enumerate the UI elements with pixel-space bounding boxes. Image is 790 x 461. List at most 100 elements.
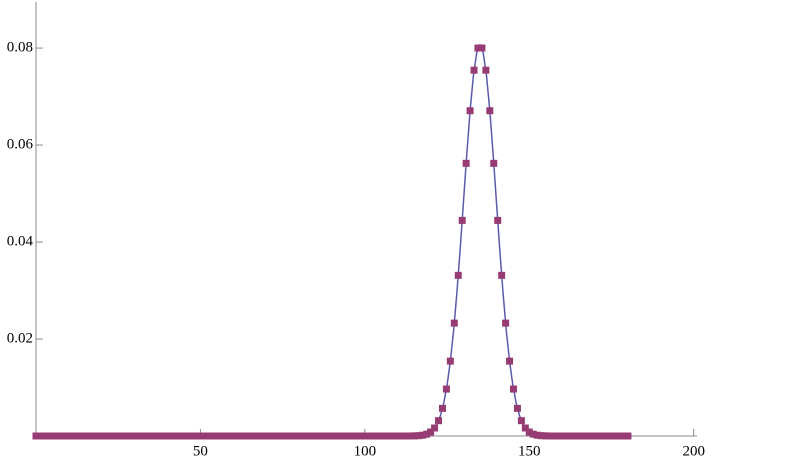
- point: [166, 432, 174, 440]
- point: [356, 432, 364, 440]
- point: [363, 432, 371, 440]
- point: [502, 319, 510, 327]
- point: [32, 432, 40, 440]
- point: [154, 432, 162, 440]
- point: [277, 432, 285, 440]
- point: [541, 432, 549, 440]
- point: [285, 432, 293, 440]
- point: [170, 432, 178, 440]
- point: [103, 432, 111, 440]
- point: [312, 432, 320, 440]
- point: [71, 432, 79, 440]
- point: [257, 432, 265, 440]
- point: [517, 417, 525, 425]
- point: [513, 404, 521, 412]
- point: [612, 432, 620, 440]
- y-tick-label: 0.02: [7, 330, 33, 346]
- point: [584, 432, 592, 440]
- point: [111, 432, 119, 440]
- point: [261, 432, 269, 440]
- point: [581, 432, 589, 440]
- y-tick-label: 0.04: [7, 233, 34, 249]
- point: [462, 159, 470, 167]
- point: [292, 432, 300, 440]
- point: [107, 432, 115, 440]
- point: [142, 432, 150, 440]
- point: [123, 432, 131, 440]
- point: [545, 432, 553, 440]
- point: [419, 431, 427, 439]
- x-tick-label: 150: [518, 443, 541, 459]
- point: [435, 417, 443, 425]
- point: [40, 432, 48, 440]
- point: [273, 432, 281, 440]
- point: [79, 432, 87, 440]
- point: [348, 432, 356, 440]
- point: [624, 432, 632, 440]
- point: [316, 432, 324, 440]
- point: [509, 385, 517, 393]
- point: [158, 432, 166, 440]
- point: [131, 432, 139, 440]
- point: [162, 432, 170, 440]
- point: [178, 432, 186, 440]
- point: [146, 432, 154, 440]
- point: [494, 216, 502, 224]
- point: [608, 432, 616, 440]
- point: [60, 432, 68, 440]
- point: [427, 428, 435, 436]
- point: [616, 432, 624, 440]
- point: [454, 271, 462, 279]
- point: [95, 432, 103, 440]
- point: [521, 424, 529, 432]
- point: [217, 432, 225, 440]
- point: [565, 432, 573, 440]
- point: [139, 432, 147, 440]
- point: [450, 319, 458, 327]
- point: [391, 432, 399, 440]
- point: [245, 432, 253, 440]
- point: [135, 432, 143, 440]
- point: [399, 432, 407, 440]
- point: [371, 432, 379, 440]
- point: [198, 432, 206, 440]
- point: [300, 432, 308, 440]
- point: [304, 432, 312, 440]
- point: [174, 432, 182, 440]
- point: [379, 432, 387, 440]
- y-tick-label: 0.08: [7, 40, 33, 56]
- point: [596, 432, 604, 440]
- point: [498, 271, 506, 279]
- point: [237, 432, 245, 440]
- point: [328, 432, 336, 440]
- point: [186, 432, 194, 440]
- point: [442, 385, 450, 393]
- point: [150, 432, 158, 440]
- point: [241, 432, 249, 440]
- point: [600, 432, 608, 440]
- point: [352, 432, 360, 440]
- point: [561, 432, 569, 440]
- point: [320, 432, 328, 440]
- point: [557, 432, 565, 440]
- point: [48, 432, 56, 440]
- x-tick-label: 200: [682, 443, 705, 459]
- point: [115, 432, 123, 440]
- point: [403, 432, 411, 440]
- point: [214, 432, 222, 440]
- point: [438, 404, 446, 412]
- point: [332, 432, 340, 440]
- point: [64, 432, 72, 440]
- point: [604, 432, 612, 440]
- point: [470, 66, 478, 74]
- point: [486, 107, 494, 115]
- y-tick-label: 0.06: [7, 136, 34, 152]
- point: [525, 428, 533, 436]
- point: [308, 432, 316, 440]
- point: [387, 432, 395, 440]
- point: [553, 432, 561, 440]
- point: [229, 432, 237, 440]
- point: [194, 432, 202, 440]
- point: [52, 432, 60, 440]
